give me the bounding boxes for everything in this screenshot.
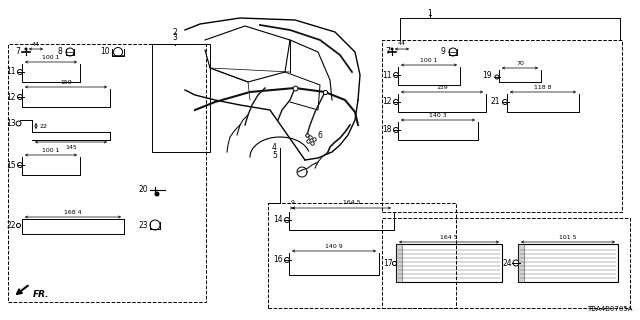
Bar <box>396 244 402 282</box>
Bar <box>152 44 210 152</box>
Text: FR.: FR. <box>33 290 49 299</box>
Text: 3: 3 <box>173 33 177 42</box>
Text: 100 1: 100 1 <box>420 58 438 63</box>
Text: 7: 7 <box>15 47 20 57</box>
Circle shape <box>154 191 159 196</box>
Text: 21: 21 <box>490 98 500 107</box>
Bar <box>396 244 502 282</box>
Text: 20: 20 <box>138 186 148 195</box>
Text: 17: 17 <box>383 259 393 268</box>
Text: 140 3: 140 3 <box>429 113 447 118</box>
Text: TBA4B0705A: TBA4B0705A <box>588 306 633 312</box>
Text: 22: 22 <box>40 124 48 129</box>
Text: 14: 14 <box>273 215 283 225</box>
Text: 140 9: 140 9 <box>325 244 343 249</box>
Text: 70: 70 <box>516 61 524 66</box>
Bar <box>8 44 206 302</box>
Text: 118 8: 118 8 <box>534 85 552 90</box>
Text: 44: 44 <box>398 41 406 46</box>
Text: 10: 10 <box>100 47 110 57</box>
Bar <box>268 203 456 308</box>
Text: 7: 7 <box>385 47 390 57</box>
Text: 164 5: 164 5 <box>343 200 361 205</box>
Text: 12: 12 <box>6 92 16 101</box>
Text: 1: 1 <box>428 9 433 18</box>
Text: 11: 11 <box>383 70 392 79</box>
Text: 12: 12 <box>383 98 392 107</box>
Text: 101 5: 101 5 <box>559 235 577 240</box>
Text: 16: 16 <box>273 255 283 265</box>
Bar <box>382 218 630 308</box>
Text: 19: 19 <box>483 70 492 79</box>
Text: 159: 159 <box>436 85 448 90</box>
Text: 168 4: 168 4 <box>64 210 82 215</box>
Circle shape <box>390 47 394 51</box>
Text: 100 1: 100 1 <box>42 148 60 153</box>
Text: 145: 145 <box>65 145 77 150</box>
Text: 4: 4 <box>272 143 277 153</box>
Text: 18: 18 <box>383 125 392 134</box>
Text: 11: 11 <box>6 68 16 76</box>
Text: 100 1: 100 1 <box>42 55 60 60</box>
Text: 164 5: 164 5 <box>440 235 458 240</box>
Text: 23: 23 <box>138 220 148 229</box>
Text: 8: 8 <box>57 47 62 57</box>
Text: 24: 24 <box>502 259 512 268</box>
Bar <box>518 244 618 282</box>
Bar <box>382 40 622 212</box>
Text: 15: 15 <box>6 161 16 170</box>
Text: 22: 22 <box>6 220 16 229</box>
Text: 9: 9 <box>440 47 445 57</box>
Text: 6: 6 <box>318 131 323 140</box>
Text: 44: 44 <box>32 42 40 47</box>
Text: 159: 159 <box>60 80 72 85</box>
Bar <box>518 244 524 282</box>
Text: 2: 2 <box>173 28 177 37</box>
Text: 9: 9 <box>291 200 294 205</box>
Text: 13: 13 <box>6 118 16 127</box>
Circle shape <box>24 47 28 51</box>
Text: 5: 5 <box>272 150 277 159</box>
